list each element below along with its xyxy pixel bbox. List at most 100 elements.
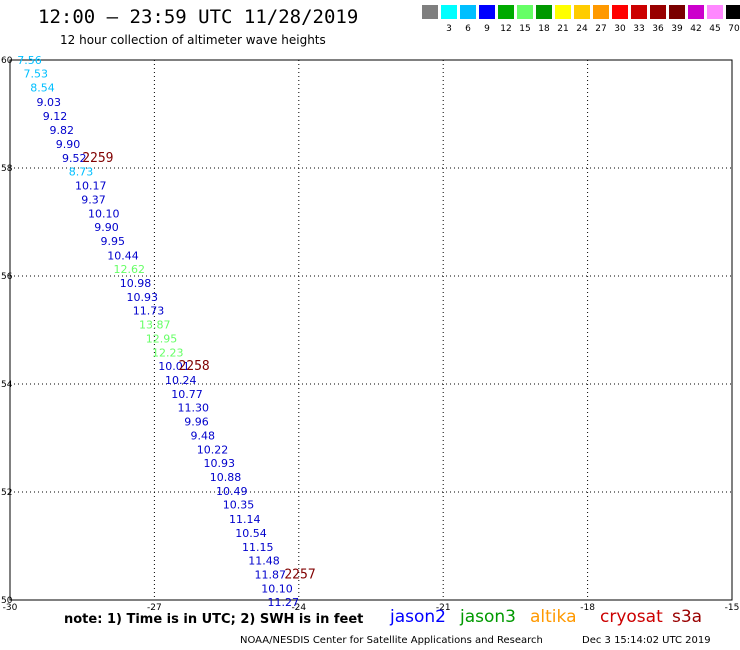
legend-swatch xyxy=(669,5,685,19)
legend-label: 36 xyxy=(652,24,664,34)
y-tick-label: 60 xyxy=(1,56,13,66)
wave-height-label: 12.23 xyxy=(152,346,184,359)
wave-height-label: 11.27 xyxy=(268,596,300,609)
x-tick-label: -24 xyxy=(291,603,306,610)
wave-height-label: 10.93 xyxy=(126,291,158,304)
wave-height-label: 9.82 xyxy=(49,124,73,137)
wave-height-label: 11.48 xyxy=(248,554,280,567)
legend-swatch xyxy=(441,5,457,19)
wave-height-label: 7.53 xyxy=(23,67,48,80)
legend-label: 70 xyxy=(728,24,740,34)
generation-timestamp: Dec 3 15:14:02 UTC 2019 xyxy=(582,635,711,646)
wave-height-label: 9.95 xyxy=(100,235,125,248)
wave-height-label: 8.54 xyxy=(30,81,55,94)
wave-height-label: 10.17 xyxy=(75,180,107,193)
time-label: 2259 xyxy=(82,151,113,166)
legend-swatch xyxy=(707,5,723,19)
legend-label: 30 xyxy=(614,24,626,34)
legend-label: 6 xyxy=(465,24,471,34)
legend-swatch xyxy=(574,5,590,19)
legend-label: 9 xyxy=(484,24,490,34)
wave-height-label: 10.93 xyxy=(203,457,235,470)
credit-line: NOAA/NESDIS Center for Satellite Applica… xyxy=(240,635,543,646)
x-tick-label: -21 xyxy=(436,603,451,610)
legend-swatch xyxy=(593,5,609,19)
legend-swatch xyxy=(498,5,514,19)
x-tick-label: -27 xyxy=(147,603,162,610)
y-tick-label: 58 xyxy=(1,164,13,174)
y-tick-label: 50 xyxy=(1,596,13,606)
legend-label: 18 xyxy=(538,24,550,34)
y-tick-label: 56 xyxy=(1,272,13,282)
legend-swatch xyxy=(612,5,628,19)
satellite-altika: altika xyxy=(530,607,577,627)
x-tick-label: -15 xyxy=(725,603,740,610)
wave-height-label: 11.14 xyxy=(229,513,260,526)
legend-label: 3 xyxy=(446,24,452,34)
wave-height-label: 9.48 xyxy=(191,430,216,443)
satellite-s3a: s3a xyxy=(672,607,703,627)
legend-swatch xyxy=(517,5,533,19)
legend-swatch xyxy=(555,5,571,19)
wave-height-label: 10.35 xyxy=(223,499,255,512)
wave-height-label: 10.01 xyxy=(158,360,190,373)
legend-label: 39 xyxy=(671,24,683,34)
legend-label: 21 xyxy=(557,24,569,34)
legend-swatch xyxy=(460,5,476,19)
legend-label: 27 xyxy=(595,24,607,34)
wave-height-label: 10.22 xyxy=(197,444,229,457)
legend-label: 42 xyxy=(690,24,702,34)
chart-subtitle: 12 hour collection of altimeter wave hei… xyxy=(60,33,326,47)
y-tick-label: 54 xyxy=(1,380,13,390)
wave-height-label: 10.54 xyxy=(235,527,267,540)
time-label: 2258 xyxy=(178,359,209,374)
legend-swatch xyxy=(422,5,438,19)
wave-height-label: 10.10 xyxy=(88,208,120,221)
x-tick-label: -30 xyxy=(3,603,18,610)
legend-swatch xyxy=(688,5,704,19)
wave-height-label: 10.24 xyxy=(165,374,197,387)
plot-frame xyxy=(9,59,733,601)
legend-swatch xyxy=(650,5,666,19)
legend-swatch xyxy=(536,5,552,19)
wave-height-label: 10.88 xyxy=(210,471,242,484)
time-label: 2257 xyxy=(284,567,315,582)
wave-height-label: 9.03 xyxy=(36,96,61,109)
wave-height-label: 11.73 xyxy=(133,304,165,317)
legend-swatch xyxy=(726,5,740,19)
wave-height-label: 8.73 xyxy=(69,166,94,179)
wave-height-label: 11.30 xyxy=(178,402,210,415)
wave-height-label: 9.96 xyxy=(184,416,209,429)
satellite-jason2: jason2 xyxy=(390,607,446,627)
wave-height-label: 10.98 xyxy=(120,277,152,290)
wave-height-label: 12.62 xyxy=(113,263,145,276)
wave-height-label: 9.37 xyxy=(81,194,106,207)
wave-height-label: 13.87 xyxy=(139,318,171,331)
wave-height-label: 7.56 xyxy=(17,54,42,67)
footer-note: note: 1) Time is in UTC; 2) SWH is in fe… xyxy=(64,612,364,627)
legend-label: 24 xyxy=(576,24,588,34)
chart-title: 12:00 – 23:59 UTC 11/28/2019 xyxy=(38,6,359,28)
legend-label: 12 xyxy=(500,24,512,34)
legend-swatch xyxy=(631,5,647,19)
wave-height-label: 10.77 xyxy=(171,388,203,401)
wave-height-label: 11.87 xyxy=(255,568,287,581)
wave-height-label: 12.95 xyxy=(146,332,178,345)
wave-height-label: 11.15 xyxy=(242,541,274,554)
wave-height-label: 9.90 xyxy=(94,221,119,234)
wave-height-label: 10.49 xyxy=(216,485,248,498)
satellite-jason3: jason3 xyxy=(460,607,516,627)
legend-swatch xyxy=(479,5,495,19)
legend-label: 33 xyxy=(633,24,645,34)
y-tick-label: 52 xyxy=(1,488,12,498)
wave-height-label: 10.44 xyxy=(107,249,139,262)
wave-height-label: 9.12 xyxy=(43,110,68,123)
satellite-cryosat: cryosat xyxy=(600,607,663,627)
x-tick-label: -18 xyxy=(580,603,595,610)
legend-label: 45 xyxy=(709,24,721,34)
legend-label: 15 xyxy=(519,24,531,34)
wave-height-label: 9.52 xyxy=(62,152,87,165)
wave-height-label: 10.10 xyxy=(261,582,293,595)
wave-height-label: 9.90 xyxy=(56,138,81,151)
